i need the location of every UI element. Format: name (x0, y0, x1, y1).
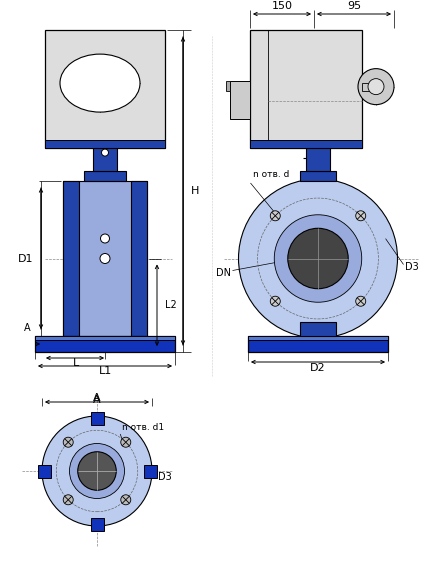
Bar (93, 148, 117, 171)
Circle shape (288, 228, 348, 289)
Text: A: A (93, 393, 101, 403)
Bar (300, 322, 336, 336)
Bar (248, 336, 388, 352)
Text: D2: D2 (310, 363, 326, 373)
Circle shape (239, 179, 398, 338)
Circle shape (270, 211, 280, 221)
Circle shape (121, 495, 131, 505)
Text: n отв. d1: n отв. d1 (122, 423, 165, 432)
Bar (45, 30, 165, 148)
Circle shape (42, 416, 152, 526)
Text: n отв. d: n отв. d (253, 170, 289, 179)
Text: A: A (93, 395, 101, 405)
Bar (230, 81, 250, 119)
Circle shape (78, 452, 116, 490)
Bar (84, 171, 126, 181)
Bar (63, 181, 147, 336)
Text: H: H (191, 186, 199, 196)
Circle shape (102, 149, 109, 156)
Bar (131, 181, 147, 336)
Text: DN: DN (215, 267, 231, 278)
Circle shape (101, 234, 110, 243)
Bar (35, 336, 175, 352)
Circle shape (368, 79, 384, 94)
Text: L2: L2 (165, 300, 177, 310)
Bar (226, 81, 230, 90)
Circle shape (63, 437, 73, 447)
Text: 95: 95 (347, 1, 361, 11)
Text: D3: D3 (406, 262, 419, 271)
Bar (63, 181, 79, 336)
Text: 150: 150 (272, 1, 292, 11)
Text: D3: D3 (158, 472, 172, 482)
Circle shape (69, 444, 124, 498)
Text: A: A (25, 323, 31, 333)
Bar (143, 464, 157, 478)
Text: D1: D1 (17, 253, 33, 263)
Bar (306, 148, 330, 171)
Bar (250, 30, 362, 148)
Bar (362, 82, 376, 90)
Circle shape (358, 69, 394, 105)
Bar (250, 140, 362, 148)
Circle shape (270, 296, 280, 306)
Circle shape (356, 296, 366, 306)
Text: L1: L1 (99, 366, 112, 376)
Bar (45, 140, 165, 148)
Text: L: L (73, 358, 79, 368)
Bar (35, 336, 175, 340)
Bar (38, 464, 50, 478)
Circle shape (100, 253, 110, 263)
Circle shape (63, 495, 73, 505)
Bar (91, 517, 104, 530)
Circle shape (121, 437, 131, 447)
Bar (248, 336, 388, 340)
Circle shape (274, 215, 362, 302)
Ellipse shape (60, 54, 140, 112)
Bar (91, 411, 104, 425)
Circle shape (356, 211, 366, 221)
Bar (300, 171, 336, 181)
